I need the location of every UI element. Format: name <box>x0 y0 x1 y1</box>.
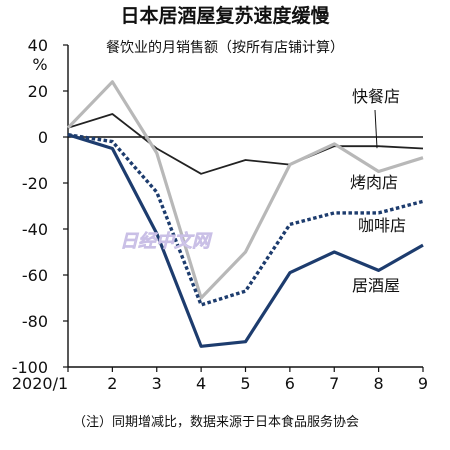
series-label-2: 烤肉店 <box>350 173 398 192</box>
y-tick-label: -80 <box>22 312 48 331</box>
x-tick-label: 4 <box>196 374 206 393</box>
x-tick-label: 2 <box>107 374 117 393</box>
y-tick-label: -40 <box>22 220 48 239</box>
x-tick-label: 5 <box>240 374 250 393</box>
series-label-3: 咖啡店 <box>358 216 406 235</box>
series-line-4 <box>67 133 424 348</box>
y-axis-unit: % <box>32 55 47 74</box>
footnote: （注）同期增减比，数据来源于日本食品服务协会 <box>73 414 359 430</box>
series-label-4: 居酒屋 <box>352 276 400 295</box>
x-tick-label: 7 <box>329 374 339 393</box>
axes <box>63 44 424 372</box>
series-label-1: 快餐店 <box>352 87 400 106</box>
fast-food-leader-line <box>374 109 378 149</box>
series-line-3 <box>67 133 424 307</box>
y-tick-label: 0 <box>38 128 48 147</box>
y-tick-label: 40 <box>28 36 48 55</box>
chart-subtitle: 餐饮业的月销售额（按所有店铺计算） <box>106 40 344 56</box>
y-tick-label: -20 <box>22 174 48 193</box>
x-tick-label: 6 <box>285 374 295 393</box>
chart-title: 日本居酒屋复苏速度缓慢 <box>120 4 330 27</box>
series-lines <box>66 80 424 348</box>
y-tick-label: 20 <box>28 82 48 101</box>
x-tick-label: 2020/1 <box>12 374 68 393</box>
series-line-1 <box>67 113 424 175</box>
x-tick-label: 8 <box>374 374 384 393</box>
series-line-2 <box>66 80 424 300</box>
x-tick-label: 3 <box>152 374 162 393</box>
y-tick-label: -100 <box>12 358 48 377</box>
watermark: 日经中文网 <box>120 231 213 252</box>
y-tick-label: -60 <box>22 266 48 285</box>
x-tick-label: 9 <box>418 374 428 393</box>
